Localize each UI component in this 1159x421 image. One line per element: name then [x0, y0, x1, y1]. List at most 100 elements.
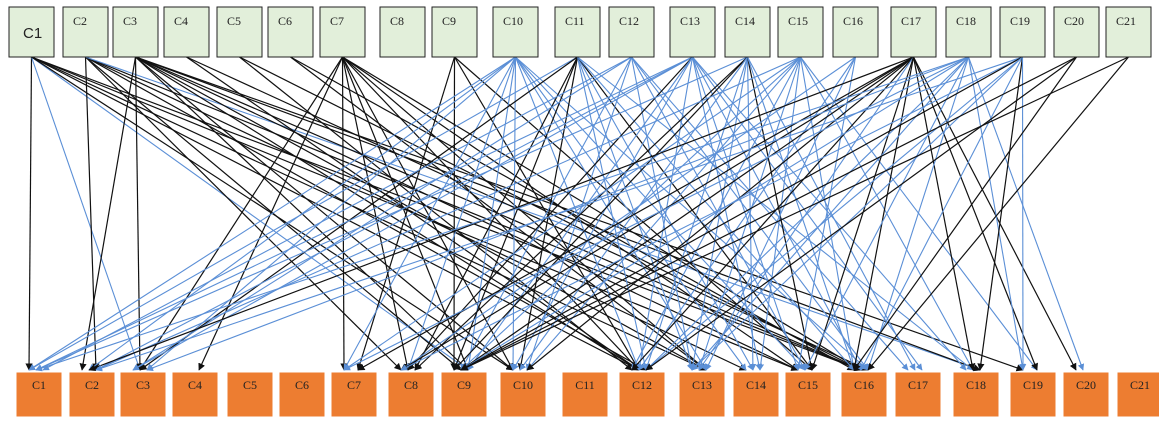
top-node-box	[216, 6, 263, 58]
bottom-node-box	[618, 371, 666, 418]
edge-c19-to-c13	[691, 56, 1023, 371]
top-node-box	[890, 6, 937, 58]
top-node-c18: C18	[945, 6, 992, 58]
top-node-box	[554, 6, 601, 58]
top-node-c14: C14	[724, 6, 771, 58]
edge-c18-to-c20	[967, 56, 1085, 371]
top-node-c8: C8	[379, 6, 426, 58]
edge-c17-to-c16	[851, 56, 915, 371]
bottom-node-label: C1	[32, 378, 46, 392]
bottom-node-label: C3	[136, 378, 150, 392]
edge-c12-to-c3	[132, 56, 632, 371]
top-node-box	[492, 6, 539, 58]
edge-c18-to-c1	[35, 56, 969, 372]
edge-c15-to-c13	[697, 56, 802, 371]
edge-c10-to-c3	[146, 56, 516, 371]
top-node-label: C7	[330, 14, 344, 28]
edge-c2-to-c16	[85, 56, 862, 371]
edge-c16-to-c15	[795, 56, 857, 371]
edge-c3-to-c13	[135, 56, 707, 371]
edge-c20-to-c16	[853, 56, 1077, 371]
top-node-box	[379, 6, 426, 58]
edge-c7-to-c7	[340, 56, 348, 371]
edge-c14-to-c9	[453, 56, 748, 371]
edge-c10-to-c1	[28, 56, 516, 371]
edge-c17-to-c18	[912, 56, 976, 371]
bottom-node-c11: C11	[561, 371, 609, 418]
edge-c7-to-c13	[342, 56, 707, 371]
edge-c13-to-c2	[95, 56, 693, 371]
bottom-node-box	[840, 371, 888, 418]
edge-c7-to-c12	[342, 56, 640, 371]
bottom-node-c6: C6	[278, 371, 326, 418]
edge-c19-to-c9	[460, 56, 1023, 371]
top-node-c15: C15	[777, 6, 824, 58]
edge-c14-to-c16	[746, 56, 856, 371]
top-node-label: C15	[788, 14, 808, 28]
bottom-node-label: C19	[1023, 378, 1043, 392]
edge-c7-to-c16	[342, 56, 862, 371]
edge-c17-to-c10	[526, 56, 914, 371]
bottom-node-c12: C12	[618, 371, 666, 418]
edge-c10-to-c16	[515, 56, 869, 371]
edge-c17-to-c9	[460, 56, 914, 371]
top-node-c7: C7	[319, 6, 366, 58]
edge-c13-to-c16	[692, 56, 862, 371]
bottom-node-label: C11	[575, 378, 595, 392]
bottom-node-c20: C20	[1062, 371, 1110, 418]
edge-c10-to-c12	[514, 56, 640, 371]
top-node-box	[62, 6, 109, 58]
top-node-label: C14	[735, 14, 755, 28]
edge-c20-to-c9	[460, 56, 1077, 371]
bottom-node-box	[732, 371, 780, 418]
top-node-label: C13	[680, 14, 700, 28]
edge-c5-to-c12	[239, 56, 633, 371]
edge-c12-to-c13	[630, 56, 695, 371]
edge-c16-to-c12	[638, 56, 856, 371]
top-node-box	[112, 6, 159, 58]
edge-c15-to-c9	[460, 56, 801, 371]
edge-c1-to-c1	[25, 56, 33, 371]
top-node-c4: C4	[163, 6, 210, 58]
edge-c21-to-c16	[867, 56, 1129, 371]
bottom-node-box	[784, 371, 832, 418]
edge-c11-to-c8	[414, 56, 579, 371]
bottom-node-label: C8	[404, 378, 418, 392]
edge-c2-to-c8	[85, 56, 402, 371]
edge-c17-to-c15	[810, 56, 915, 371]
bottom-node-label: C12	[632, 378, 652, 392]
top-node-label: C9	[442, 14, 456, 28]
edge-c2-to-c12	[85, 56, 647, 371]
top-node-label: C10	[503, 14, 523, 28]
bottom-node-c3: C3	[119, 371, 167, 418]
bottom-node-c9: C9	[440, 371, 488, 418]
edge-c20-to-c12	[645, 56, 1077, 371]
bottom-node-label: C21	[1130, 378, 1150, 392]
edge-c10-to-c8	[406, 56, 517, 371]
edge-c12-to-c15	[631, 56, 806, 371]
bottom-node-c10: C10	[499, 371, 547, 418]
edge-c17-to-c19	[912, 56, 1038, 371]
edge-c3-to-c2	[79, 56, 137, 371]
bottom-node-c7: C7	[330, 371, 378, 418]
bottom-node-box	[278, 371, 326, 418]
top-node-label: C19	[1010, 14, 1030, 28]
bottom-node-label: C9	[457, 378, 471, 392]
edge-c10-to-c10	[509, 56, 517, 371]
bottom-node-box	[171, 371, 219, 418]
bottom-node-label: C16	[854, 378, 874, 392]
top-node-c1: C1	[8, 6, 55, 58]
top-node-box	[777, 6, 824, 58]
bottom-node-box	[15, 371, 63, 418]
edge-c13-to-c14	[691, 56, 762, 371]
bottom-node-c13: C13	[678, 371, 726, 418]
top-node-label: C4	[174, 14, 188, 28]
edge-c1-to-c3	[30, 56, 142, 371]
top-node-box	[1105, 6, 1152, 58]
top-node-c17: C17	[890, 6, 937, 58]
bottom-node-box	[387, 371, 435, 418]
edge-c19-to-c19	[1019, 56, 1027, 371]
top-node-label: C1	[23, 25, 42, 42]
bottom-node-label: C4	[188, 378, 202, 392]
